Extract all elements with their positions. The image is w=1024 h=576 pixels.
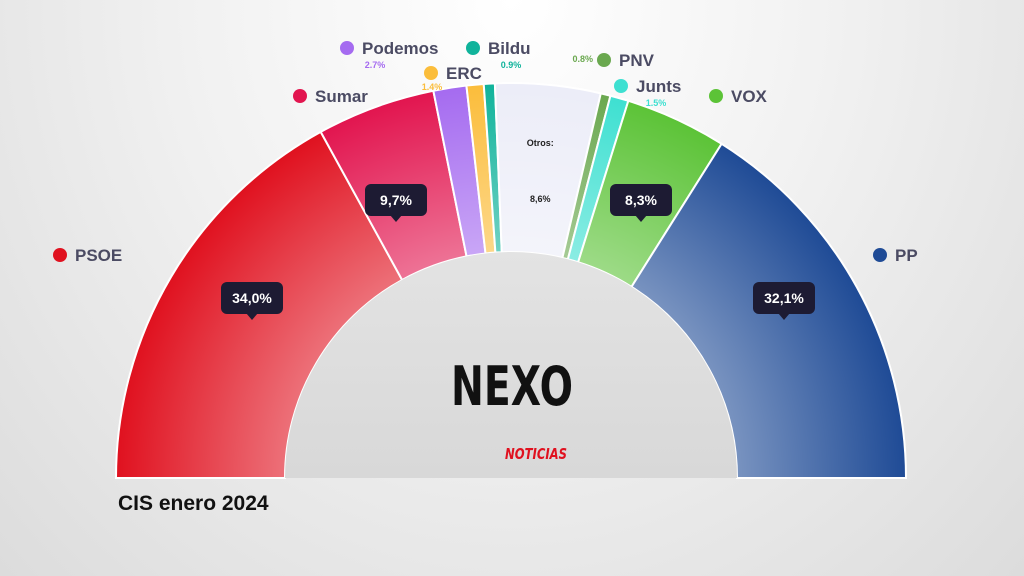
callout-box-vox — [610, 184, 672, 216]
callout-pointer-pp — [778, 313, 790, 320]
legend-item-erc: ERC — [424, 64, 482, 83]
callout-sumar: 9,7% — [365, 184, 427, 222]
legend-label-pnv: PNV — [619, 51, 655, 70]
legend-item-junts: Junts — [614, 77, 681, 96]
legend-dot-bildu — [466, 41, 480, 55]
legend-dot-psoe — [53, 248, 67, 262]
legend-dot-erc — [424, 66, 438, 80]
legend-dot-pnv — [597, 53, 611, 67]
legend-label-erc: ERC — [446, 64, 482, 83]
legend-dot-vox — [709, 89, 723, 103]
callout-text-vox: 8,3% — [625, 192, 657, 208]
legend-dot-junts — [614, 79, 628, 93]
legend-item-bildu: Bildu — [466, 39, 531, 58]
legend-label-psoe: PSOE — [75, 246, 122, 265]
legend-item-vox: VOX — [709, 87, 768, 106]
legend-label-pp: PP — [895, 246, 918, 265]
legend-item-psoe: PSOE — [53, 246, 122, 265]
callout-pp: 32,1% — [753, 282, 815, 320]
callout-text-pp: 32,1% — [764, 290, 804, 306]
legend-dot-podemos — [340, 41, 354, 55]
brand-name: NEXO — [451, 355, 573, 418]
pct-label-erc: 1.4% — [422, 82, 443, 92]
callout-text-psoe: 34,0% — [232, 290, 272, 306]
chart-caption: CIS enero 2024 — [118, 492, 269, 515]
brand-sub: NOTICIAS — [505, 445, 567, 463]
callouts-group: 34,0% 9,7% Otros: 8,6% 8,3% 32,1% — [221, 138, 815, 320]
legend-item-pnv: PNV — [597, 51, 655, 70]
legend-label-podemos: Podemos — [362, 39, 439, 58]
legend-label-sumar: Sumar — [315, 87, 368, 106]
otros-value: 8,6% — [530, 194, 551, 204]
legend-label-vox: VOX — [731, 87, 768, 106]
callout-text-sumar: 9,7% — [380, 192, 412, 208]
callout-pointer-vox — [635, 215, 647, 222]
callout-pointer-psoe — [246, 313, 258, 320]
callout-pointer-sumar — [390, 215, 402, 222]
pct-label-podemos: 2.7% — [365, 60, 386, 70]
callout-box-psoe — [221, 282, 283, 314]
pct-label-bildu: 0.9% — [501, 60, 522, 70]
legend-label-bildu: Bildu — [488, 39, 531, 58]
otros-label: Otros: — [527, 138, 554, 148]
legend-label-junts: Junts — [636, 77, 681, 96]
inner-semicircle — [285, 252, 737, 478]
pct-label-pnv: 0.8% — [572, 54, 593, 64]
callout-box-pp — [753, 282, 815, 314]
legend-item-podemos: Podemos — [340, 39, 439, 58]
callout-psoe: 34,0% — [221, 282, 283, 320]
pct-label-junts: 1.5% — [646, 98, 667, 108]
legend-item-pp: PP — [873, 246, 918, 265]
callout-box-sumar — [365, 184, 427, 216]
legend-item-sumar: Sumar — [293, 87, 368, 106]
nexo-logo: NEXO NOTICIAS — [451, 355, 573, 463]
callout-vox: 8,3% — [610, 184, 672, 222]
legend-dot-pp — [873, 248, 887, 262]
legend-dot-sumar — [293, 89, 307, 103]
